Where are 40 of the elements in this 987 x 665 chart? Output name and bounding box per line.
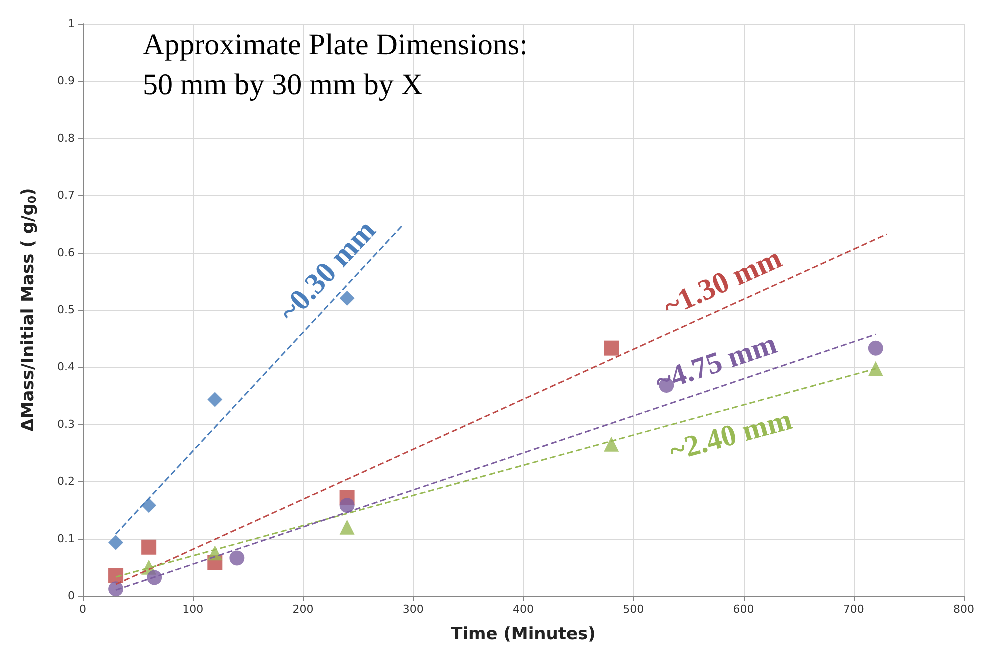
point	[142, 498, 157, 514]
y-tick-label: 0	[68, 590, 75, 602]
point	[142, 540, 157, 555]
point	[340, 520, 355, 535]
y-tick-label: 0.1	[58, 532, 75, 546]
x-tick-label: 300	[402, 603, 424, 616]
x-tick-label: 700	[843, 603, 864, 616]
y-tick-label: 0.2	[58, 475, 75, 488]
x-tick-label: 0	[80, 603, 86, 616]
point	[208, 392, 223, 408]
point	[340, 498, 355, 514]
point	[604, 436, 620, 452]
y-tick-label: 0.6	[58, 246, 75, 260]
point	[108, 582, 124, 597]
point	[868, 361, 884, 376]
text: ~2.40 mm	[666, 403, 796, 468]
y-tick-label: 0.3	[58, 418, 75, 431]
point	[108, 535, 124, 550]
x-tick-label: 400	[513, 603, 534, 616]
point	[604, 340, 620, 356]
y-axis-title: ΔMass/Initial Mass ( g/g0)	[18, 188, 39, 432]
x-tick-label: 100	[182, 603, 204, 616]
point	[868, 340, 884, 356]
x-tick-label: 200	[292, 603, 314, 616]
y-tick-label: 0.5	[58, 304, 75, 316]
x-tick-label: 800	[954, 603, 974, 616]
x-tick-label: 500	[623, 603, 644, 616]
y-tick-label: 1	[68, 18, 75, 30]
y-tick-label: 0.9	[58, 74, 75, 88]
point	[340, 291, 355, 306]
y-tick-label: 0.8	[58, 132, 75, 145]
point	[147, 570, 162, 586]
y-tick-label: 0.4	[58, 360, 75, 374]
text: ~4.75 mm	[651, 327, 782, 399]
y-tick-label: 0.7	[58, 189, 75, 202]
x-tick-label: 600	[733, 603, 754, 616]
text: ~1.30 mm	[658, 242, 787, 324]
point	[230, 550, 245, 566]
x-axis-title: Time (Minutes)	[451, 624, 596, 644]
text: Approximate Plate Dimensions: 50 mm by 30 mm by X	[143, 28, 528, 102]
